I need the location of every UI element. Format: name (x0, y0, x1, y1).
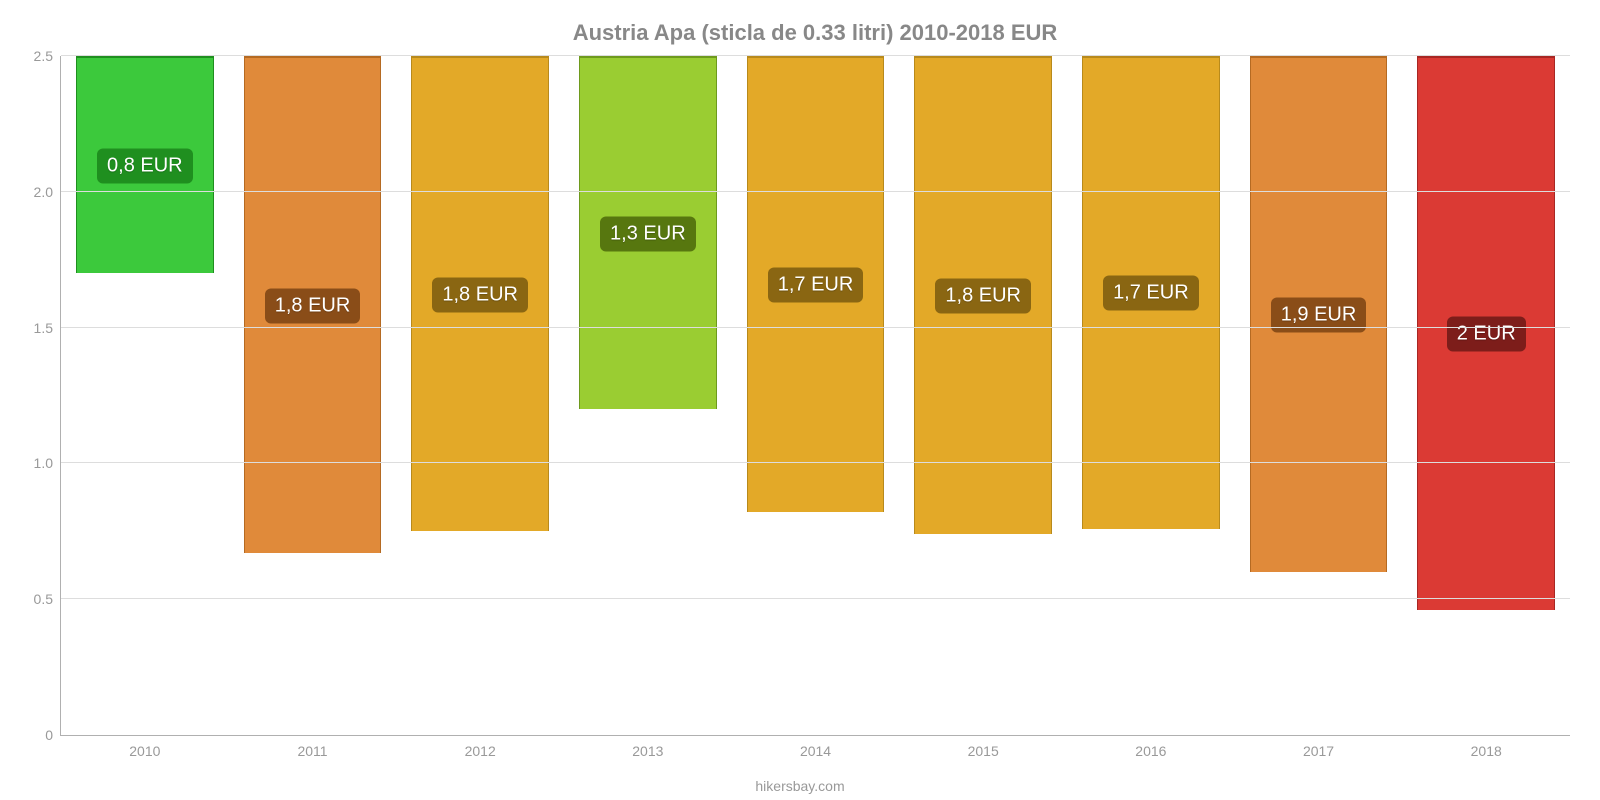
xtick-label: 2013 (632, 735, 663, 759)
xtick-label: 2010 (129, 735, 160, 759)
bar: 1,7 EUR (747, 56, 884, 512)
gridline (61, 462, 1570, 463)
bar-value-label: 1,3 EUR (600, 216, 696, 251)
bar-slot: 1,9 EUR2017 (1235, 56, 1403, 735)
plot-area: 0,8 EUR20101,8 EUR20111,8 EUR20121,3 EUR… (60, 56, 1570, 736)
bar-value-label: 1,8 EUR (935, 279, 1031, 314)
bar-slot: 0,8 EUR2010 (61, 56, 229, 735)
xtick-label: 2016 (1135, 735, 1166, 759)
xtick-label: 2012 (465, 735, 496, 759)
bar: 1,3 EUR (579, 56, 716, 409)
attribution-text: hikersbay.com (0, 778, 1600, 794)
gridline (61, 191, 1570, 192)
bar-value-label: 1,7 EUR (1103, 276, 1199, 311)
bar-value-label: 1,7 EUR (768, 268, 864, 303)
bars-area: 0,8 EUR20101,8 EUR20111,8 EUR20121,3 EUR… (61, 56, 1570, 735)
bar: 1,8 EUR (244, 56, 381, 553)
bar-slot: 1,3 EUR2013 (564, 56, 732, 735)
chart-title: Austria Apa (sticla de 0.33 litri) 2010-… (60, 20, 1570, 46)
bar: 1,7 EUR (1082, 56, 1219, 529)
xtick-label: 2015 (968, 735, 999, 759)
bar: 1,8 EUR (411, 56, 548, 531)
xtick-label: 2011 (297, 735, 327, 759)
ytick-label: 0.5 (34, 591, 61, 607)
ytick-label: 1.5 (34, 320, 61, 336)
bar-value-label: 2 EUR (1447, 317, 1526, 352)
ytick-label: 2.0 (34, 184, 61, 200)
ytick-label: 1.0 (34, 455, 61, 471)
bar-slot: 1,7 EUR2014 (732, 56, 900, 735)
gridline (61, 327, 1570, 328)
xtick-label: 2014 (800, 735, 831, 759)
bar-value-label: 1,8 EUR (265, 288, 361, 323)
gridline (61, 55, 1570, 56)
bar-slot: 1,8 EUR2011 (229, 56, 397, 735)
xtick-label: 2017 (1303, 735, 1334, 759)
bar-value-label: 0,8 EUR (97, 148, 193, 183)
gridline (61, 598, 1570, 599)
bar-slot: 1,7 EUR2016 (1067, 56, 1235, 735)
ytick-label: 2.5 (34, 48, 61, 64)
bar-value-label: 1,8 EUR (432, 277, 528, 312)
xtick-label: 2018 (1471, 735, 1502, 759)
bar: 1,9 EUR (1250, 56, 1387, 572)
ytick-label: 0 (45, 727, 61, 743)
bar: 0,8 EUR (76, 56, 213, 273)
bar-slot: 2 EUR2018 (1402, 56, 1570, 735)
bar-slot: 1,8 EUR2012 (396, 56, 564, 735)
bar-slot: 1,8 EUR2015 (899, 56, 1067, 735)
chart-container: Austria Apa (sticla de 0.33 litri) 2010-… (0, 0, 1600, 800)
bar: 2 EUR (1417, 56, 1554, 610)
